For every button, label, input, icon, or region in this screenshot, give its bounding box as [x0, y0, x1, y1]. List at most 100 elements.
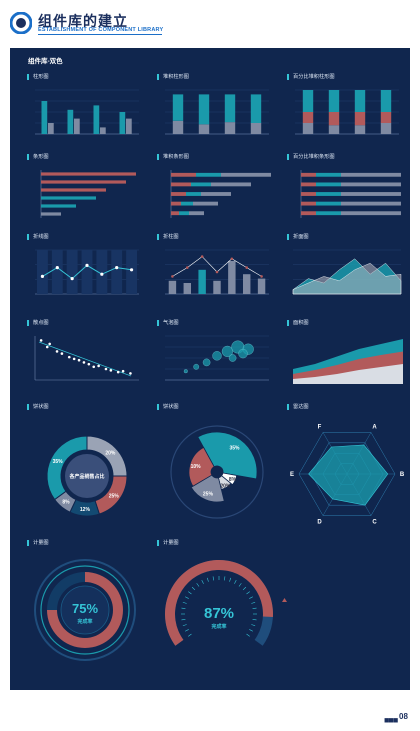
bar: [171, 172, 196, 177]
scatter-point: [45, 345, 49, 349]
gauge-tick: [249, 629, 253, 632]
chart-c14: 35% 8%20% 25% 10%: [170, 425, 264, 519]
scatter-point: [55, 350, 59, 353]
bar: [328, 125, 340, 134]
chart-c2: [165, 89, 269, 135]
gauge-tick: [185, 629, 189, 632]
chart-c8: [165, 249, 269, 295]
gauge-tick: [251, 624, 256, 627]
column-band: [37, 250, 48, 294]
column-band: [96, 250, 108, 294]
chart-c5: [170, 170, 271, 218]
bar: [380, 90, 392, 112]
column-band: [111, 250, 123, 294]
bar: [171, 182, 191, 187]
bar: [172, 94, 184, 121]
chart-c6: [300, 170, 401, 218]
gauge-tick: [252, 619, 257, 621]
chart-c4: [40, 170, 136, 218]
pie-label: 25%: [109, 493, 120, 499]
gauge-tick: [252, 607, 257, 609]
gauge-tick: [182, 624, 187, 627]
pie-label: 20%: [220, 483, 231, 489]
column-band: [66, 250, 78, 294]
chart-label-c15: 雷达图: [287, 404, 309, 410]
line-point: [40, 274, 45, 278]
chart-c3: [295, 89, 399, 135]
bar: [41, 180, 126, 184]
chart-label-c17: 计量图: [157, 540, 179, 546]
header-underline: [38, 34, 162, 35]
line-point: [100, 272, 104, 276]
bar: [341, 211, 401, 216]
pie-label: 8%: [229, 477, 237, 483]
bar: [341, 201, 401, 206]
gauge-center: [60, 585, 110, 635]
bar: [41, 101, 48, 134]
line-point: [129, 268, 134, 272]
bar: [354, 90, 366, 112]
bubble: [183, 369, 188, 374]
chart-c10: [34, 336, 139, 381]
chart-c1: [35, 89, 139, 135]
gauge-value: 87%: [204, 605, 234, 622]
bar: [221, 172, 271, 177]
scatter-point: [109, 369, 113, 372]
bar: [171, 192, 186, 196]
bar: [189, 211, 204, 216]
radar-axis-label: C: [372, 520, 377, 526]
bubble: [238, 348, 248, 359]
column-band: [126, 250, 137, 294]
bar: [228, 261, 236, 294]
pie-slice: [190, 474, 225, 503]
gauge-tick: [238, 583, 242, 587]
chart-label-c6: 百分比堆积条形图: [287, 154, 335, 160]
chart-label-c11: 气泡图: [157, 320, 179, 326]
bar: [171, 201, 181, 206]
bar: [172, 120, 184, 134]
line-point: [230, 257, 234, 261]
bar: [171, 211, 179, 216]
trend-line: [38, 341, 132, 377]
gauge-label: 完成率: [77, 618, 92, 625]
bar: [341, 192, 401, 196]
chart-panel: 组件库-双色 柱形图 堆积柱形图 百分比堆积柱形图 条形图 堆积条形图 百分比堆积条形图折…: [10, 48, 410, 690]
footer-dots-icon: ■■■: [384, 715, 398, 725]
chart-c16: 75% 完成率: [34, 559, 136, 661]
bar: [168, 280, 177, 294]
bar: [67, 109, 74, 134]
gauge-tick: [242, 586, 247, 591]
gauge-tick: [181, 619, 186, 621]
bar: [224, 94, 236, 123]
bar: [328, 112, 340, 126]
bar: [250, 123, 262, 134]
chart-label-c9: 折面图: [287, 234, 309, 240]
bar: [41, 212, 61, 216]
bar: [198, 269, 206, 294]
line-point: [70, 277, 74, 281]
chart-label-c8: 折柱图: [157, 234, 179, 240]
bar: [301, 211, 316, 216]
gauge-ring: [40, 565, 130, 655]
gauge-outer-ring: [34, 559, 136, 661]
radar-axis-label: A: [372, 424, 377, 430]
bar: [341, 172, 401, 177]
bar: [198, 124, 210, 134]
bar: [354, 125, 366, 134]
bar: [74, 118, 80, 134]
bar: [183, 283, 191, 294]
chart-label-c2: 堆积柱形图: [157, 74, 189, 80]
line-point: [171, 275, 174, 278]
area-series: [292, 262, 402, 295]
scatter-point: [67, 355, 71, 359]
bar: [302, 123, 314, 134]
bubble: [193, 363, 200, 370]
chart-label-c12: 面积图: [287, 320, 309, 326]
line-point: [215, 270, 219, 274]
scatter-point: [121, 369, 125, 373]
line-point: [85, 263, 89, 267]
gauge-marker: [282, 598, 287, 602]
gauge-tick: [185, 596, 189, 599]
chart-c9: [292, 249, 402, 295]
bubble: [221, 345, 233, 357]
